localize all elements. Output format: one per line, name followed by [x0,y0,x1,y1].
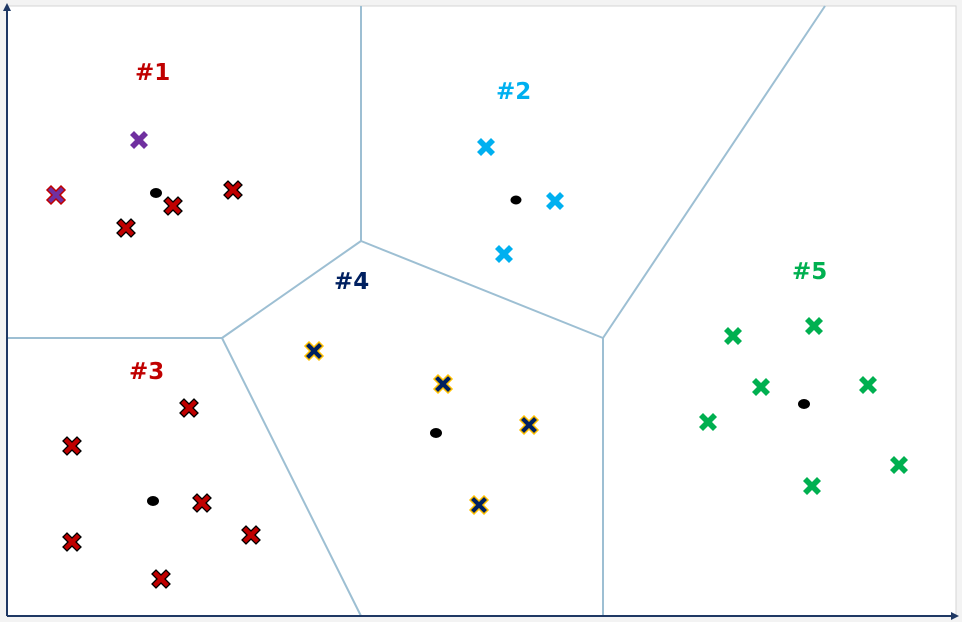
cluster-1-points [46,131,243,238]
region-label-4: #4 [334,269,369,295]
cluster-5-points [699,317,908,495]
boundary-line [602,5,826,339]
centroid-icon [150,188,162,198]
boundary-line [221,240,362,339]
plot-area [6,5,957,617]
region-label-1: #1 [135,60,170,86]
boundary-line [360,240,604,339]
boundary-line [221,337,362,617]
arrowhead-icon [951,612,959,620]
arrowhead-icon [3,3,11,11]
centroid-icon [430,428,442,438]
centroid-icon [510,195,522,205]
cluster-3-points [62,398,261,589]
centroid-icon [147,496,159,506]
region-label-3: #3 [129,359,164,385]
centroid-icon [798,399,810,409]
region-label-2: #2 [496,79,531,105]
cluster-2-points [477,138,564,263]
cluster-4-points [304,341,539,515]
region-label-5: #5 [792,259,827,285]
voronoi-boundaries [7,5,826,617]
axes [3,3,959,620]
region-labels: #1 #2 #3 #4 #5 [129,60,827,385]
